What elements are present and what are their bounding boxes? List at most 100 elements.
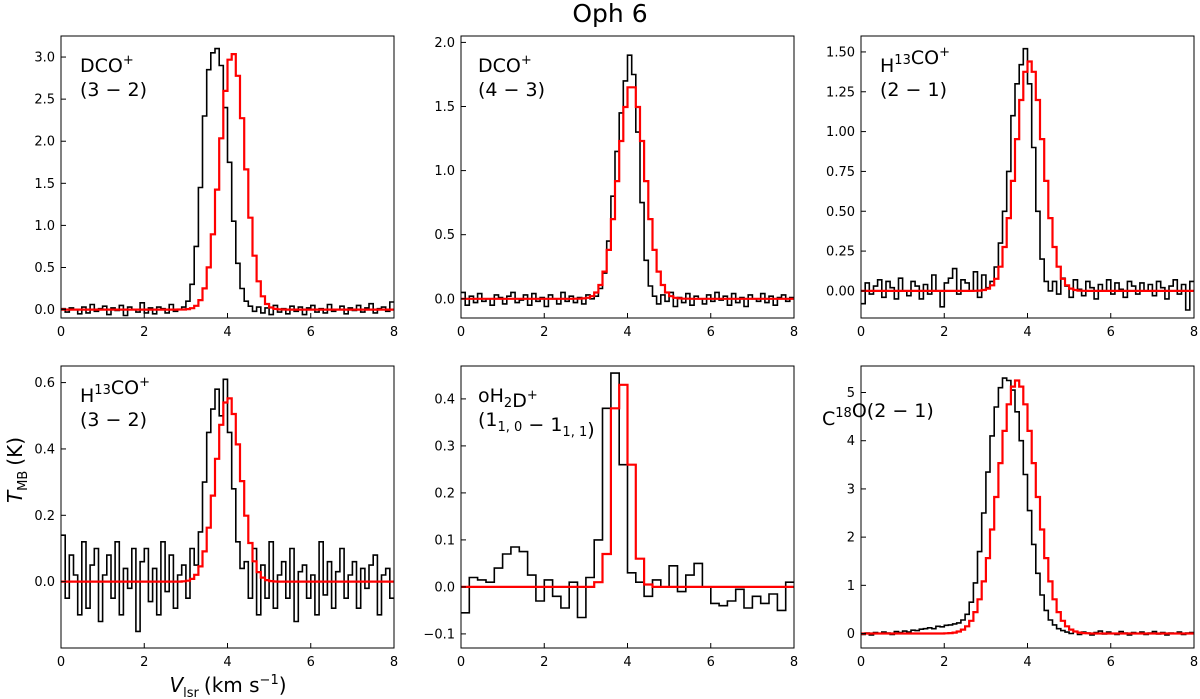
y-tick-label: 1.5 bbox=[434, 100, 455, 115]
x-tick-label: 4 bbox=[623, 655, 631, 670]
x-axis-title-sub: lsr bbox=[183, 686, 199, 699]
x-tick-label: 8 bbox=[790, 655, 798, 670]
panel-5: 0 2 4 6 8 −0.1 0.0 0.1 0.2 0.3 0.4 oH2D+(11, 0 − 11… bbox=[423, 365, 798, 670]
transition-label: (3 − 2) bbox=[80, 409, 147, 431]
y-tick-label: 1.5 bbox=[34, 177, 55, 192]
y-tick-label: 2.0 bbox=[34, 135, 55, 150]
y-tick-label: 0.6 bbox=[34, 376, 55, 391]
transition-label: (3 − 2) bbox=[80, 79, 147, 101]
y-tick-label: 1.50 bbox=[826, 45, 855, 60]
x-tick-label: 8 bbox=[390, 325, 398, 340]
y-tick-label: 0.0 bbox=[434, 580, 455, 595]
figure-title: Oph 6 bbox=[572, 0, 647, 28]
y-tick-label: 3 bbox=[847, 482, 855, 497]
x-tick-label: 6 bbox=[307, 655, 315, 670]
x-tick-label: 8 bbox=[390, 655, 398, 670]
x-tick-label: 0 bbox=[57, 325, 65, 340]
y-tick-label: 0.0 bbox=[34, 575, 55, 590]
y-axis-title-unit: (K) bbox=[3, 437, 27, 466]
y-tick-label: 0.75 bbox=[826, 165, 855, 180]
x-axis-title: Vlsr (km s−1) bbox=[169, 673, 286, 699]
y-axis-title-main: T bbox=[3, 489, 27, 503]
y-tick-label: 1 bbox=[847, 579, 855, 594]
x-tick-label: 0 bbox=[857, 325, 865, 340]
y-tick-label: 2.5 bbox=[34, 93, 55, 108]
x-tick-label: 4 bbox=[623, 325, 631, 340]
transition-label: H13CO+ bbox=[80, 375, 150, 407]
panels: 0 2 4 6 80.00.51.01.52.02.53.0 DCO+(3 − 2)0 2 4… bbox=[34, 35, 1198, 670]
y-tick-label: 2.0 bbox=[434, 36, 455, 51]
panel-4: 0 2 4 6 8 0.0 0.2 0.4 0.6 H13CO+(3 − 2) bbox=[34, 365, 398, 670]
x-tick-label: 0 bbox=[857, 655, 865, 670]
transition-label: H13CO+ bbox=[880, 45, 950, 77]
y-tick-label: 3.0 bbox=[34, 51, 55, 66]
y-tick-label: 1.0 bbox=[34, 219, 55, 234]
panel-1: 0 2 4 6 8 0.0 0.5 1.0 1.5 2.0 2.5 3.0 DCO+(3 − 2) bbox=[34, 35, 398, 340]
y-tick-label: 1.00 bbox=[826, 125, 855, 140]
fit-spectrum-line bbox=[861, 60, 1194, 292]
y-tick-label: 0.50 bbox=[826, 205, 855, 220]
x-tick-label: 4 bbox=[223, 655, 231, 670]
fit-spectrum-line bbox=[861, 379, 1194, 635]
x-tick-label: 4 bbox=[1023, 325, 1031, 340]
transition-label: DCO+ bbox=[478, 53, 532, 77]
x-tick-label: 2 bbox=[940, 325, 948, 340]
x-tick-label: 6 bbox=[1107, 655, 1115, 670]
y-tick-label: 5 bbox=[847, 386, 855, 401]
y-tick-label: 0.5 bbox=[434, 228, 455, 243]
fit-spectrum-line bbox=[61, 53, 394, 311]
y-tick-label: 0.1 bbox=[434, 533, 455, 548]
y-tick-label: 0.3 bbox=[434, 439, 455, 454]
x-axis-title-exp: −1 bbox=[260, 673, 279, 688]
x-tick-label: 8 bbox=[790, 325, 798, 340]
y-tick-label: 0.4 bbox=[434, 392, 455, 407]
x-tick-label: 4 bbox=[223, 325, 231, 340]
y-tick-label: 0.25 bbox=[826, 245, 855, 260]
x-axis-title-unit: (km s bbox=[204, 673, 260, 697]
y-axis-title: TMB (K) bbox=[3, 437, 31, 503]
x-tick-label: 2 bbox=[140, 325, 148, 340]
y-tick-label: −0.1 bbox=[423, 627, 455, 642]
x-tick-label: 2 bbox=[940, 655, 948, 670]
x-tick-label: 8 bbox=[1190, 325, 1198, 340]
y-tick-label: 0.00 bbox=[826, 284, 855, 299]
y-tick-label: 0.0 bbox=[34, 303, 55, 318]
panel-2: 0 2 4 6 8 0.0 0.5 1.0 1.5 2.0 DCO+(4 − 3) bbox=[434, 35, 798, 340]
x-tick-label: 4 bbox=[1023, 655, 1031, 670]
fit-spectrum-line bbox=[461, 383, 794, 588]
transition-label: (2 − 1) bbox=[880, 79, 947, 101]
fit-spectrum-line bbox=[61, 397, 394, 583]
x-tick-label: 0 bbox=[57, 655, 65, 670]
transition-label: C18O(2 − 1) bbox=[822, 400, 934, 430]
y-tick-label: 2 bbox=[847, 531, 855, 546]
x-tick-label: 6 bbox=[707, 325, 715, 340]
x-axis-title-close: ) bbox=[279, 673, 287, 697]
y-tick-label: 1.0 bbox=[434, 164, 455, 179]
observed-spectrum-line bbox=[461, 372, 794, 619]
x-axis-title-main: V bbox=[169, 673, 184, 697]
transition-label: (4 − 3) bbox=[478, 79, 545, 101]
y-tick-label: 0.2 bbox=[434, 486, 455, 501]
observed-spectrum-line bbox=[461, 54, 794, 308]
x-tick-label: 6 bbox=[307, 325, 315, 340]
x-tick-label: 2 bbox=[140, 655, 148, 670]
y-tick-label: 1.25 bbox=[826, 85, 855, 100]
transition-label: oH2D+ bbox=[478, 385, 538, 412]
x-tick-label: 6 bbox=[707, 655, 715, 670]
x-tick-label: 0 bbox=[457, 655, 465, 670]
x-tick-label: 2 bbox=[540, 325, 548, 340]
y-tick-label: 0 bbox=[847, 627, 855, 642]
x-tick-label: 8 bbox=[1190, 655, 1198, 670]
fit-spectrum-line bbox=[461, 86, 794, 300]
y-axis-title-sub: MB bbox=[16, 471, 31, 491]
y-tick-label: 0.5 bbox=[34, 261, 55, 276]
y-tick-label: 0.4 bbox=[34, 442, 55, 457]
x-tick-label: 6 bbox=[1107, 325, 1115, 340]
panel-3: 0 2 4 6 8 0.00 0.25 0.50 0.75 1.00 1.25 1.50 H13CO+(… bbox=[826, 35, 1198, 340]
transition-label: DCO+ bbox=[80, 53, 134, 77]
y-tick-label: 4 bbox=[847, 434, 855, 449]
x-tick-label: 0 bbox=[457, 325, 465, 340]
transition-label: (11, 0 − 11, 1) bbox=[478, 409, 595, 441]
